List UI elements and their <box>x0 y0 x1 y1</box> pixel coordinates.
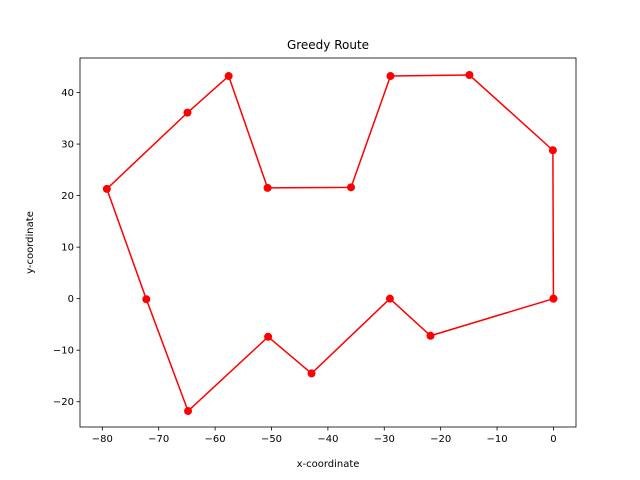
y-tick-label: 20 <box>61 191 74 202</box>
x-tick-label: −10 <box>487 434 508 445</box>
route-point <box>263 183 272 192</box>
route-point <box>102 184 111 193</box>
route-point <box>386 72 395 81</box>
y-tick-label: 40 <box>61 88 74 99</box>
route-point <box>142 295 151 304</box>
plot-area: −80 −70 −60 −50 −40 −30 −20 −10 0 −20 −10 0 10 20 30 40 <box>53 71 558 445</box>
x-tick-label: −50 <box>261 434 282 445</box>
route-point <box>549 294 558 303</box>
x-axis-label: x-coordinate <box>297 459 360 470</box>
route-point <box>548 146 557 155</box>
x-tick-label: −70 <box>148 434 169 445</box>
y-tick-label: 10 <box>61 243 74 254</box>
route-point <box>465 71 474 80</box>
route-point <box>307 369 316 378</box>
axes-frame <box>79 57 577 428</box>
x-tick-label: −20 <box>430 434 451 445</box>
route-point <box>224 72 233 81</box>
y-axis-label: y-coordinate <box>25 211 36 274</box>
y-tick-label: −10 <box>53 346 74 357</box>
route-point <box>184 407 193 416</box>
x-tick-label: −60 <box>205 434 226 445</box>
y-tick-label: 0 <box>68 294 74 305</box>
route-point <box>385 294 394 303</box>
y-tick-label: 30 <box>61 140 74 151</box>
y-tick-label: −20 <box>53 397 74 408</box>
route-line <box>106 74 555 412</box>
x-tick-label: −40 <box>317 434 338 445</box>
x-tick-label: −30 <box>374 434 395 445</box>
chart-title: Greedy Route <box>287 38 369 52</box>
route-point <box>264 332 273 341</box>
route-point <box>347 183 356 192</box>
route-point <box>183 108 192 117</box>
x-tick-label: −80 <box>92 434 113 445</box>
x-tick-label: 0 <box>550 434 556 445</box>
route-point <box>426 331 435 340</box>
